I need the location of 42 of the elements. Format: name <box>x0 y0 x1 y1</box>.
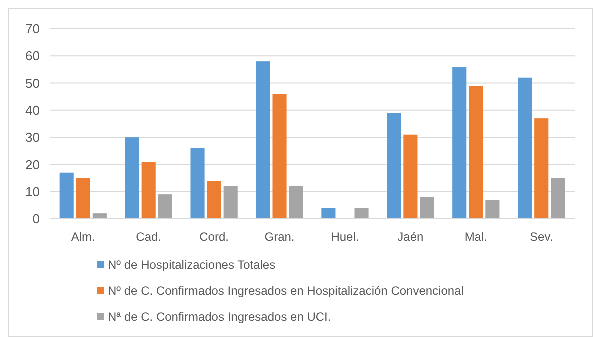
y-tick-label: 0 <box>32 212 40 227</box>
legend-label: Nº de C. Confirmados Ingresados en Hospitalización Convencional <box>108 284 464 298</box>
y-tick-label: 70 <box>26 22 40 37</box>
bar <box>224 186 238 219</box>
bar <box>354 208 369 219</box>
y-tick-label: 20 <box>26 157 40 172</box>
x-tick-label: Gran. <box>264 230 295 244</box>
bar <box>551 178 566 219</box>
y-tick-label: 30 <box>26 130 40 146</box>
bar <box>207 181 222 219</box>
bar <box>387 113 402 219</box>
bar <box>256 62 270 219</box>
x-tick-label: Cad. <box>136 230 162 244</box>
bar <box>469 86 484 219</box>
y-tick-label: 50 <box>26 76 40 91</box>
bar <box>190 148 205 219</box>
x-tick-label: Alm. <box>71 230 96 244</box>
bar <box>125 138 140 219</box>
bar <box>322 208 336 219</box>
bar <box>142 162 156 219</box>
x-tick-label: Cord. <box>200 230 229 244</box>
bar <box>404 134 418 219</box>
legend-label: Nº de Hospitalizaciones Totales <box>108 258 276 272</box>
bar <box>158 194 172 219</box>
x-tick-label: Jaén <box>398 230 424 244</box>
y-tick-label: 40 <box>26 102 40 118</box>
legend-label: Nª de C. Confirmados Ingresados en UCI. <box>108 310 332 324</box>
x-tick-label: Sev. <box>530 230 554 244</box>
y-tick-label: 10 <box>26 184 40 200</box>
bar <box>420 197 434 219</box>
bar <box>60 172 74 219</box>
bar <box>486 200 500 219</box>
bar <box>534 118 549 219</box>
bar <box>289 186 304 219</box>
bar <box>76 178 90 219</box>
y-tick-label: 60 <box>26 48 40 64</box>
x-tick-label: Huel. <box>331 230 360 244</box>
bar <box>518 78 532 219</box>
bar <box>452 67 467 219</box>
x-tick-label: Mal. <box>464 230 488 244</box>
bar <box>92 214 107 219</box>
bar <box>272 94 287 219</box>
